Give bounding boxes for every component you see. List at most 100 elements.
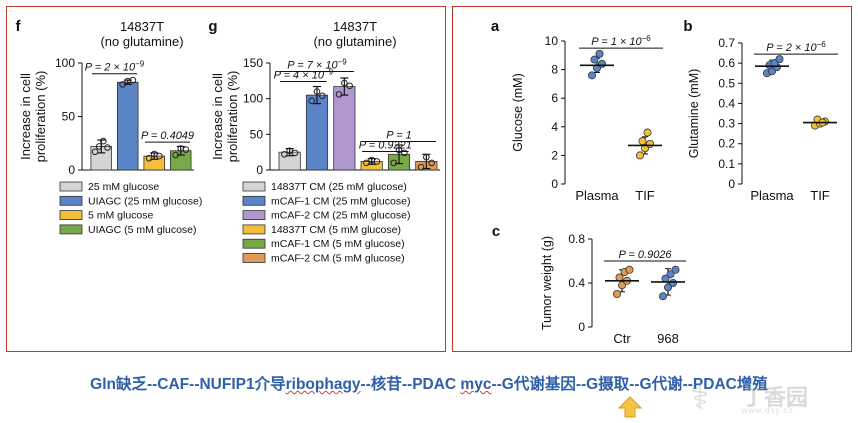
legend-swatch-f-2 — [59, 210, 83, 221]
caption-text: Gln缺乏--CAF--NUFIP1介导ribophagy--核苷--PDAC … — [0, 372, 858, 394]
p-value-g-3: P = 0.9221 — [359, 139, 412, 151]
legend-label-g-5: mCAF-2 CM (5 mM glucose) — [271, 253, 405, 265]
data-point-g-1-0 — [308, 97, 315, 105]
legend-swatch-g-3 — [242, 224, 266, 235]
data-point-c-1-4 — [666, 270, 675, 279]
data-point-f-0-0 — [91, 148, 99, 156]
data-point-g-3-0 — [363, 159, 370, 167]
y-tick-label-g-0: 0 — [256, 163, 263, 177]
legend-label-f-0: 25 mM glucose — [88, 181, 159, 193]
y-axis-label-a: Glucose (mM) — [511, 73, 525, 151]
caption-part3: --核苷--PDAC — [360, 376, 461, 393]
data-point-a-1-3 — [638, 137, 647, 146]
legend-label-g-3: 14837T CM (5 mM glucose) — [271, 224, 401, 236]
legend-swatch-g-4 — [242, 238, 266, 249]
watermark: ⚕ 丁香园 www.dxy.cn — [690, 376, 840, 417]
data-point-g-0-2 — [291, 149, 299, 157]
data-point-c-0-0 — [613, 289, 622, 298]
data-point-a-0-4 — [595, 49, 604, 58]
p-value-g-0-exp: −9 — [338, 58, 348, 67]
x-category-label-c-1: 968 — [657, 331, 679, 346]
x-category-label-b-0: Plasma — [750, 188, 794, 203]
chart-title-f: 14837T — [120, 19, 164, 34]
y-tick-label-b-1: 0.1 — [718, 157, 735, 171]
p-value-a-text: P = 1 × 10 — [591, 36, 642, 48]
caption-part5: --G代谢基因--G摄取--G代谢--PDAC增殖 — [491, 376, 768, 393]
x-category-label-b-1: TIF — [810, 188, 830, 203]
y-tick-label-c-2: 0.8 — [568, 232, 585, 246]
y-tick-label-b-7: 0.7 — [718, 36, 735, 50]
data-point-f-1-0 — [119, 81, 126, 88]
chart-title-g: 14837T — [333, 19, 377, 34]
panel-letter-f: f — [16, 18, 22, 35]
y-tick-label-a-2: 4 — [551, 120, 558, 134]
data-point-f-0-3 — [104, 144, 111, 151]
y-tick-label-b-5: 0.5 — [718, 76, 735, 90]
y-tick-label-f-2: 100 — [55, 56, 75, 70]
p-value-b-text: P = 2 × 10 — [766, 42, 817, 54]
y-tick-label-b-0: 0 — [728, 177, 735, 191]
p-value-f-0-text: P = 2 × 10 — [85, 62, 136, 74]
data-point-g-1-1 — [313, 88, 321, 95]
p-value-f-0-exp: −9 — [135, 60, 145, 69]
legend-label-f-1: UIAGC (25 mM glucose) — [88, 195, 202, 207]
y-axis-label-g-1: Increase in cell — [210, 73, 225, 160]
data-point-g-1-2 — [319, 92, 326, 100]
bar-g-1 — [305, 94, 329, 171]
y-tick-label-c-1: 0.4 — [568, 276, 585, 290]
data-point-g-0-1 — [286, 147, 293, 155]
data-point-f-2-2 — [156, 152, 163, 160]
left-figure-frame — [6, 6, 446, 352]
data-point-a-1-0 — [636, 151, 645, 160]
p-value-g-0-text: P = 7 × 10 — [287, 60, 338, 72]
legend-swatch-g-5 — [242, 253, 266, 263]
p-value-b: P = 2 × 10−6 — [766, 40, 826, 54]
p-value-c-text: P = 0.9026 — [618, 249, 672, 261]
watermark-logo-icon: ⚕ — [690, 376, 710, 417]
panel-letter-b: b — [683, 18, 692, 35]
data-point-f-3-0 — [172, 151, 179, 159]
watermark-main: 丁香园 — [742, 385, 809, 410]
data-point-g-0-0 — [281, 151, 288, 158]
y-tick-label-g-2: 100 — [243, 92, 263, 106]
y-tick-label-b-3: 0.3 — [718, 117, 735, 131]
p-value-f-1: P = 0.4049 — [141, 130, 194, 142]
data-point-f-0-2 — [100, 137, 107, 145]
y-axis-label-c: Tumor weight (g) — [540, 236, 554, 330]
panel-letter-a: a — [491, 18, 500, 35]
y-tick-label-a-4: 8 — [551, 63, 558, 77]
y-tick-label-b-4: 0.4 — [718, 96, 735, 110]
y-tick-label-a-1: 2 — [551, 148, 558, 162]
data-point-c-1-2 — [669, 278, 678, 287]
legend-swatch-f-0 — [59, 181, 83, 192]
data-point-g-4-1 — [395, 146, 403, 154]
y-tick-label-f-0: 0 — [68, 163, 75, 177]
legend-label-g-0: 14837T CM (25 mM glucose) — [271, 181, 407, 193]
p-value-c: P = 0.9026 — [618, 249, 672, 261]
legend-label-g-2: mCAF-2 CM (25 mM glucose) — [271, 210, 410, 222]
legend-label-f-3: UIAGC (5 mM glucose) — [88, 224, 197, 236]
caption-part1: Gln缺乏--CAF--NUFIP1介导 — [90, 376, 286, 393]
data-point-b-0-5 — [775, 55, 784, 64]
legend-swatch-g-2 — [242, 210, 266, 221]
data-point-a-1-4 — [643, 128, 652, 137]
data-point-g-2-0 — [335, 91, 343, 98]
x-category-label-a-0: Plasma — [575, 188, 619, 203]
bar-f-1 — [117, 81, 139, 171]
data-point-c-1-0 — [659, 292, 668, 301]
data-point-f-0-1 — [95, 143, 103, 150]
legend-label-g-4: mCAF-1 CM (5 mM glucose) — [271, 238, 405, 250]
p-value-g-1-exp: −9 — [324, 68, 334, 77]
legend-swatch-f-3 — [59, 224, 83, 235]
p-value-g-0: P = 7 × 10−9 — [287, 58, 347, 72]
data-point-g-4-0 — [390, 159, 397, 167]
p-value-g-1: P = 4 × 10−9 — [274, 68, 334, 82]
y-axis-label-f-2: proliferation (%) — [33, 71, 48, 163]
p-value-b-exp: −6 — [817, 40, 827, 49]
y-axis-label-f-1: Increase in cell — [18, 73, 33, 160]
data-point-a-0-2 — [598, 59, 607, 68]
p-value-f-1-text: P = 0.4049 — [141, 130, 194, 142]
caption-part4: myc — [460, 376, 492, 393]
y-axis-label-b: Glutamine (mM) — [687, 69, 701, 159]
p-value-a: P = 1 × 10−6 — [591, 34, 651, 48]
